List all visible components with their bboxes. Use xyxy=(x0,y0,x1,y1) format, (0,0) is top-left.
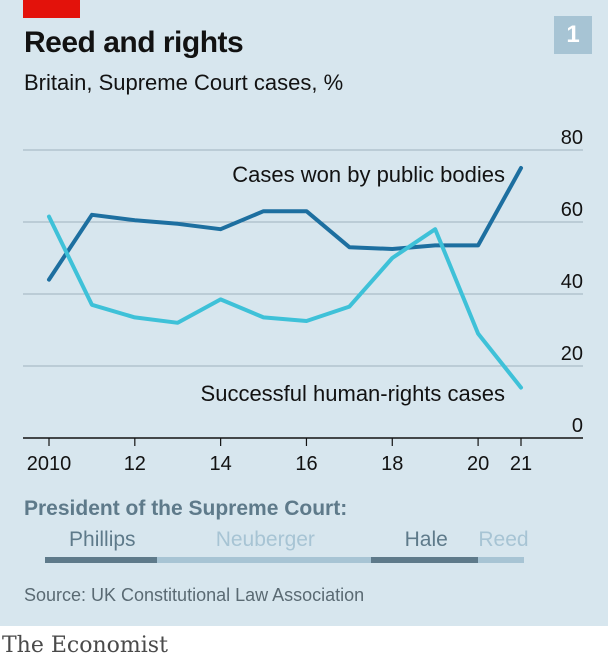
x-tick-label-20: 20 xyxy=(467,453,489,475)
y-tick-label-80: 80 xyxy=(561,127,583,149)
brand-red-bar xyxy=(23,0,80,18)
y-tick-label-0: 0 xyxy=(572,415,583,437)
y-tick-label-60: 60 xyxy=(561,199,583,221)
x-tick-label-18: 18 xyxy=(381,453,403,475)
president-name-neuberger: Neuberger xyxy=(157,528,375,552)
president-term-bar-neuberger xyxy=(157,557,375,563)
x-tick-label-14: 14 xyxy=(210,453,232,475)
line-chart: 0 20 40 60 80 2010 12 14 16 18 20 21 Cases won by … xyxy=(0,110,608,490)
x-tick-label-21: 21 xyxy=(510,453,532,475)
y-tick-label-20: 20 xyxy=(561,343,583,365)
series-label-public-bodies: Cases won by public bodies xyxy=(232,162,505,187)
y-tick-label-40: 40 xyxy=(561,271,583,293)
x-tick-label-12: 12 xyxy=(124,453,146,475)
x-tick-label-2010: 2010 xyxy=(27,453,72,475)
y-tick-labels: 0 20 40 60 80 xyxy=(561,127,583,437)
source-note: Source: UK Constitutional Law Associatio… xyxy=(24,585,364,606)
chart-title: Reed and rights xyxy=(24,26,243,60)
publisher-logo: The Economist xyxy=(2,633,168,658)
chart-subtitle: Britain, Supreme Court cases, % xyxy=(24,70,343,96)
president-term-bar-phillips xyxy=(45,557,160,563)
president-name-reed: Reed xyxy=(478,528,524,552)
series-line-1 xyxy=(49,217,521,388)
series-label-human-rights: Successful human-rights cases xyxy=(201,381,505,406)
x-axis: 2010 12 14 16 18 20 21 xyxy=(27,438,532,475)
president-heading: President of the Supreme Court: xyxy=(24,497,347,521)
series-lines xyxy=(49,168,521,388)
president-term-bar-reed xyxy=(478,557,524,563)
chart-number-badge: 1 xyxy=(554,16,592,54)
president-name-phillips: Phillips xyxy=(45,528,160,552)
president-term-bar-hale xyxy=(371,557,481,563)
x-tick-label-16: 16 xyxy=(295,453,317,475)
president-name-hale: Hale xyxy=(371,528,481,552)
